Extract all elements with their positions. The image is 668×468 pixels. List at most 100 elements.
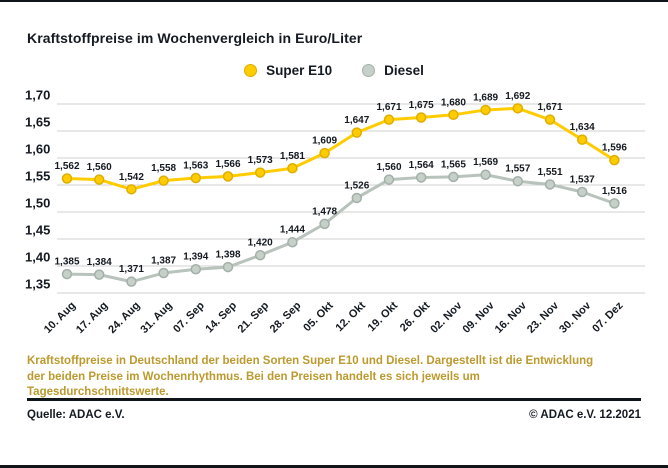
- data-point: [126, 184, 137, 195]
- svg-text:07. Dez: 07. Dez: [590, 299, 626, 335]
- bottom-border: [0, 465, 668, 468]
- data-point: [512, 175, 524, 187]
- data-label: 1,562: [54, 161, 79, 172]
- data-point: [287, 236, 298, 248]
- svg-text:1,60: 1,60: [25, 142, 50, 157]
- y-axis-labels: 1,70 1,65 1,60 1,55 1,50 1,45 1,40 1,35: [25, 90, 50, 292]
- data-point: [222, 261, 234, 273]
- data-point: [351, 127, 363, 138]
- data-label: 1,689: [473, 92, 498, 103]
- data-point: [254, 249, 266, 261]
- svg-text:17. Aug: 17. Aug: [74, 300, 110, 336]
- data-point: [61, 268, 73, 280]
- svg-text:05. Okt: 05. Okt: [301, 299, 336, 334]
- data-point: [576, 134, 588, 145]
- data-label: 1,565: [441, 159, 466, 170]
- data-label: 1,385: [54, 257, 79, 268]
- data-label: 1,675: [409, 100, 434, 111]
- data-point: [480, 104, 491, 116]
- svg-text:31. Aug: 31. Aug: [138, 300, 174, 336]
- data-label: 1,634: [570, 122, 595, 133]
- svg-text:30. Nov: 30. Nov: [557, 299, 594, 336]
- data-label: 1,692: [505, 91, 530, 102]
- data-label: 1,384: [87, 257, 112, 268]
- chart-legend: Super E10 Diesel: [0, 63, 668, 78]
- data-label: 1,516: [602, 186, 627, 197]
- data-label: 1,671: [376, 102, 401, 113]
- data-label: 1,551: [537, 167, 562, 178]
- svg-text:14. Sep: 14. Sep: [203, 299, 239, 335]
- svg-text:12. Okt: 12. Okt: [333, 299, 368, 334]
- data-label: 1,398: [215, 250, 240, 261]
- svg-text:1,70: 1,70: [25, 90, 50, 103]
- svg-text:19. Okt: 19. Okt: [366, 299, 401, 334]
- data-point: [190, 172, 202, 184]
- data-point: [609, 198, 620, 209]
- chart-title: Kraftstoffpreise im Wochenvergleich in E…: [27, 30, 363, 46]
- data-point: [609, 154, 620, 166]
- svg-text:16. Nov: 16. Nov: [493, 299, 530, 336]
- data-label: 1,560: [87, 162, 112, 173]
- data-point: [448, 109, 459, 121]
- data-point: [93, 174, 105, 185]
- data-point: [158, 267, 169, 279]
- top-border: [0, 0, 668, 2]
- data-point: [351, 192, 363, 204]
- data-point: [480, 169, 491, 180]
- data-point: [512, 103, 524, 114]
- data-point: [383, 174, 395, 185]
- svg-text:23. Nov: 23. Nov: [525, 299, 562, 336]
- legend-label-super-e10: Super E10: [266, 63, 333, 78]
- source-label: Quelle: ADAC e.V.: [27, 409, 125, 421]
- data-label: 1,573: [248, 155, 273, 166]
- series-diesel: 1,385 1,384 1,371 1,387 1,394 1,398 1,420 1,444…: [54, 157, 627, 287]
- data-label: 1,581: [280, 151, 305, 162]
- data-label: 1,609: [312, 136, 337, 147]
- series-super-e10: 1,562 1,560 1,542 1,558 1,563 1,566 1,573 1,581…: [54, 91, 627, 195]
- data-label: 1,557: [505, 164, 530, 175]
- data-label: 1,564: [409, 160, 434, 171]
- data-point: [319, 147, 330, 159]
- data-point: [415, 172, 427, 183]
- data-label: 1,526: [344, 180, 369, 191]
- data-label: 1,563: [183, 160, 208, 171]
- data-label: 1,596: [602, 143, 627, 154]
- copyright-label: © ADAC e.V. 12.2021: [529, 409, 641, 421]
- data-label: 1,537: [570, 175, 595, 186]
- svg-text:1,35: 1,35: [25, 277, 50, 292]
- data-label: 1,566: [215, 159, 240, 170]
- data-label: 1,444: [280, 225, 305, 236]
- data-label: 1,420: [248, 238, 273, 249]
- data-label: 1,387: [151, 256, 176, 267]
- data-point: [158, 175, 169, 186]
- data-label: 1,647: [344, 115, 369, 126]
- data-label: 1,680: [441, 97, 466, 108]
- data-point: [93, 269, 105, 280]
- svg-text:1,65: 1,65: [25, 115, 50, 130]
- svg-text:09. Nov: 09. Nov: [461, 299, 498, 336]
- data-label: 1,542: [119, 172, 144, 183]
- legend-label-diesel: Diesel: [384, 63, 424, 78]
- svg-text:1,55: 1,55: [25, 169, 50, 184]
- data-point: [576, 186, 588, 198]
- gridlines: [57, 103, 645, 294]
- data-label: 1,394: [183, 252, 208, 263]
- svg-text:1,45: 1,45: [25, 223, 50, 238]
- data-point: [287, 163, 298, 174]
- data-point: [544, 179, 556, 190]
- svg-text:1,50: 1,50: [25, 196, 50, 211]
- data-label: 1,558: [151, 163, 176, 174]
- data-point: [222, 171, 234, 182]
- data-point: [319, 218, 330, 230]
- data-point: [448, 171, 459, 183]
- chart-caption: Kraftstoffpreise in Deutschland der beid…: [27, 355, 594, 398]
- data-point: [126, 276, 137, 287]
- svg-text:24. Aug: 24. Aug: [106, 300, 142, 336]
- diesel-dot-icon: [362, 64, 376, 77]
- data-point: [254, 167, 266, 178]
- data-point: [383, 114, 395, 125]
- super-e10-dot-icon: [244, 64, 258, 77]
